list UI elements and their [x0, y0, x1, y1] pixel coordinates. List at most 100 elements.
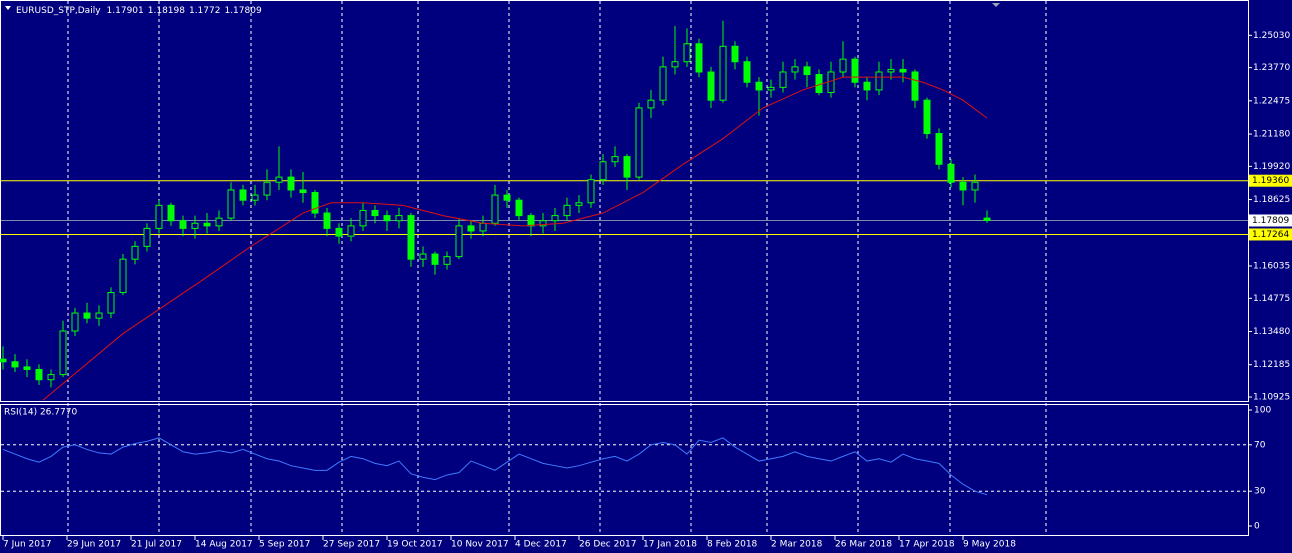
candle-body: [659, 66, 667, 101]
last-price-box: [1249, 214, 1292, 227]
header: EURUSD_STP,Daily 1.17901 1.18198 1.1772 1.17…: [16, 6, 262, 16]
candle-body: [503, 194, 511, 201]
candle-body: [227, 189, 235, 219]
candle-body: [827, 71, 835, 93]
candle-body: [323, 212, 331, 229]
candle-body: [167, 204, 175, 222]
x-tick-label: 8 Feb 2018: [707, 540, 758, 550]
candle-body: [839, 58, 847, 73]
candle-body: [599, 161, 607, 181]
candle-body: [359, 209, 367, 227]
candle-body: [575, 202, 583, 206]
candle-body: [203, 222, 211, 227]
candle-body: [287, 176, 295, 191]
level-label-box: [1249, 174, 1292, 187]
menu-arrow[interactable]: [5, 6, 11, 10]
x-tick-label: 4 Dec 2017: [515, 540, 567, 550]
candle-body: [803, 66, 811, 76]
rsi-title: RSI(14) 26.7770: [4, 408, 77, 418]
x-tick-label: 9 May 2018: [963, 540, 1016, 550]
candle-body: [647, 99, 655, 109]
candle-body: [911, 71, 919, 101]
candle-body: [671, 61, 679, 68]
candle-body: [959, 181, 967, 191]
marks: [0, 20, 1248, 496]
y-tick-label: 1.19920: [1253, 162, 1290, 172]
candle-body: [899, 68, 907, 73]
candle-body: [119, 258, 127, 294]
candle-body: [755, 81, 763, 91]
x-tick-label: 7 Jun 2017: [3, 540, 51, 550]
candle-body: [875, 71, 883, 91]
candle-body: [863, 81, 871, 91]
candle-body: [179, 220, 187, 229]
x-tick-label: 26 Dec 2017: [579, 540, 637, 550]
candle-body: [35, 368, 43, 381]
candle-body: [239, 189, 247, 201]
candle-body: [791, 66, 799, 73]
candle-body: [551, 215, 559, 222]
candle-body: [263, 181, 271, 196]
candle-body: [683, 43, 691, 63]
candle-body: [59, 330, 67, 376]
candle-body: [407, 215, 415, 260]
x-tick-label: 19 Oct 2017: [387, 540, 443, 550]
candle-body: [155, 204, 163, 229]
candle-body: [107, 292, 115, 314]
candle-body: [347, 225, 355, 237]
y-tick-label: 1.21180: [1253, 130, 1290, 140]
candle-body: [983, 217, 991, 221]
x-tick-label: 21 Jul 2017: [131, 540, 182, 550]
candle-body: [527, 215, 535, 227]
close-value: 1.17809: [224, 6, 261, 16]
candle-body: [707, 71, 715, 101]
rsi-line: [2, 437, 988, 496]
y-tick-label: 70: [1254, 440, 1266, 450]
y-tick-label: 1.22475: [1253, 96, 1290, 106]
candle-body: [215, 217, 223, 227]
candle-body: [947, 163, 955, 183]
candle-body: [0, 358, 7, 363]
candle-body: [371, 209, 379, 217]
candle-body: [443, 256, 451, 265]
candle-body: [923, 99, 931, 135]
y-tick-label: 0: [1254, 522, 1260, 532]
candle-body: [731, 45, 739, 63]
candle-body: [623, 156, 631, 178]
candle-body: [779, 71, 787, 88]
candle-body: [251, 194, 259, 201]
candle-body: [635, 107, 643, 178]
high-value: 1.18198: [148, 6, 185, 16]
x-tick-label: 17 Apr 2018: [899, 540, 955, 550]
candle-body: [563, 204, 571, 217]
x-tick-label: 2 Mar 2018: [771, 540, 823, 550]
candle-body: [299, 189, 307, 194]
candle-body: [191, 222, 199, 229]
candle-body: [47, 374, 55, 381]
y-tick-label: 1.16035: [1253, 261, 1290, 271]
y-tick-label: 1.14775: [1253, 294, 1290, 304]
x-tick-label: 27 Sep 2017: [323, 540, 380, 550]
x-tick-label: 29 Jun 2017: [67, 540, 121, 550]
x-tick-label: 10 Nov 2017: [451, 540, 509, 550]
moving-average: [42, 76, 988, 401]
candle-body: [95, 312, 103, 319]
candle-body: [815, 74, 823, 93]
candle-body: [395, 215, 403, 222]
y-tick-label: 100: [1254, 406, 1271, 416]
last-price-label: 1.17809: [1252, 216, 1289, 226]
candle-body: [539, 220, 547, 227]
y-tick-label: 1.25030: [1253, 31, 1290, 41]
candle-body: [887, 68, 895, 73]
x-tick-label: 26 Mar 2018: [835, 540, 892, 550]
y-tick-label: 1.23770: [1253, 63, 1290, 73]
y-tick-label: 1.10925: [1253, 393, 1290, 403]
candle-body: [383, 215, 391, 222]
candle-body: [23, 366, 31, 370]
candle-body: [851, 58, 859, 83]
candle-body: [767, 86, 775, 91]
low-value: 1.1772: [189, 6, 221, 16]
